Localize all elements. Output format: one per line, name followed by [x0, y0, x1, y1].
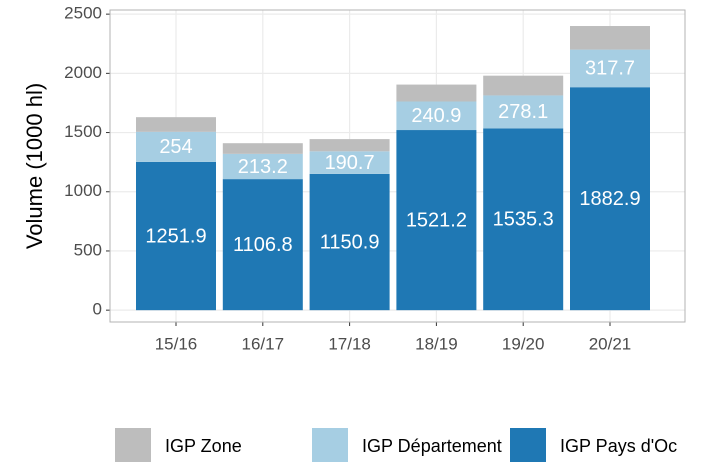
bar-segment: [570, 26, 650, 50]
x-tick-label: 20/21: [589, 334, 632, 353]
legend-label: IGP Zone: [165, 436, 242, 456]
data-label: 254: [159, 136, 192, 158]
legend-label: IGP Pays d'Oc: [560, 436, 677, 456]
bar-segment: [136, 131, 216, 162]
bar-segment: [396, 130, 477, 311]
x-tick-label: 15/16: [155, 334, 198, 353]
bar-segment: [222, 143, 303, 154]
x-tick-label: 16/17: [242, 334, 285, 353]
y-tick-label: 1000: [64, 181, 102, 200]
legend-swatch: [510, 428, 546, 462]
data-label: 1150.9: [320, 231, 380, 253]
data-label: 1251.9: [145, 225, 206, 247]
x-tick-label: 18/19: [415, 334, 458, 353]
bar-segment: [483, 75, 564, 96]
data-label: 1882.9: [579, 188, 640, 210]
bar-segment: [222, 179, 303, 311]
bar-segment: [309, 139, 390, 152]
y-tick-label: 2500: [64, 4, 102, 23]
data-label: 213.2: [238, 156, 288, 178]
bar-segment: [309, 151, 390, 174]
y-tick-label: 0: [93, 300, 102, 319]
bar-segment: [396, 101, 477, 131]
bar-segment: [222, 153, 303, 180]
y-tick-label: 500: [74, 240, 102, 259]
x-tick-label: 17/18: [328, 334, 371, 353]
bar-segment: [136, 161, 216, 311]
bar-segment: [309, 173, 390, 311]
bar-segment: [396, 84, 477, 102]
legend-label: IGP Département: [362, 436, 502, 456]
bar-segment: [570, 49, 650, 88]
data-label: 1106.8: [233, 234, 293, 256]
bar-segment: [570, 87, 650, 311]
y-axis-label: Volume (1000 hl): [22, 83, 47, 249]
legend-swatch: [115, 428, 151, 462]
data-label: 278.1: [498, 101, 548, 123]
bar-segment: [136, 117, 216, 132]
bar-segment: [483, 95, 564, 129]
plot-border: [109, 9, 686, 323]
bar-segment: [483, 128, 564, 311]
y-tick-label: 1500: [64, 122, 102, 141]
data-label: 1521.2: [406, 209, 467, 231]
legend-swatch: [312, 428, 348, 462]
y-tick-label: 2000: [64, 63, 102, 82]
data-label: 317.7: [585, 58, 635, 80]
x-tick-label: 19/20: [502, 334, 545, 353]
data-label: 1535.3: [493, 209, 554, 231]
data-label: 190.7: [325, 152, 375, 174]
data-label: 240.9: [411, 105, 461, 127]
